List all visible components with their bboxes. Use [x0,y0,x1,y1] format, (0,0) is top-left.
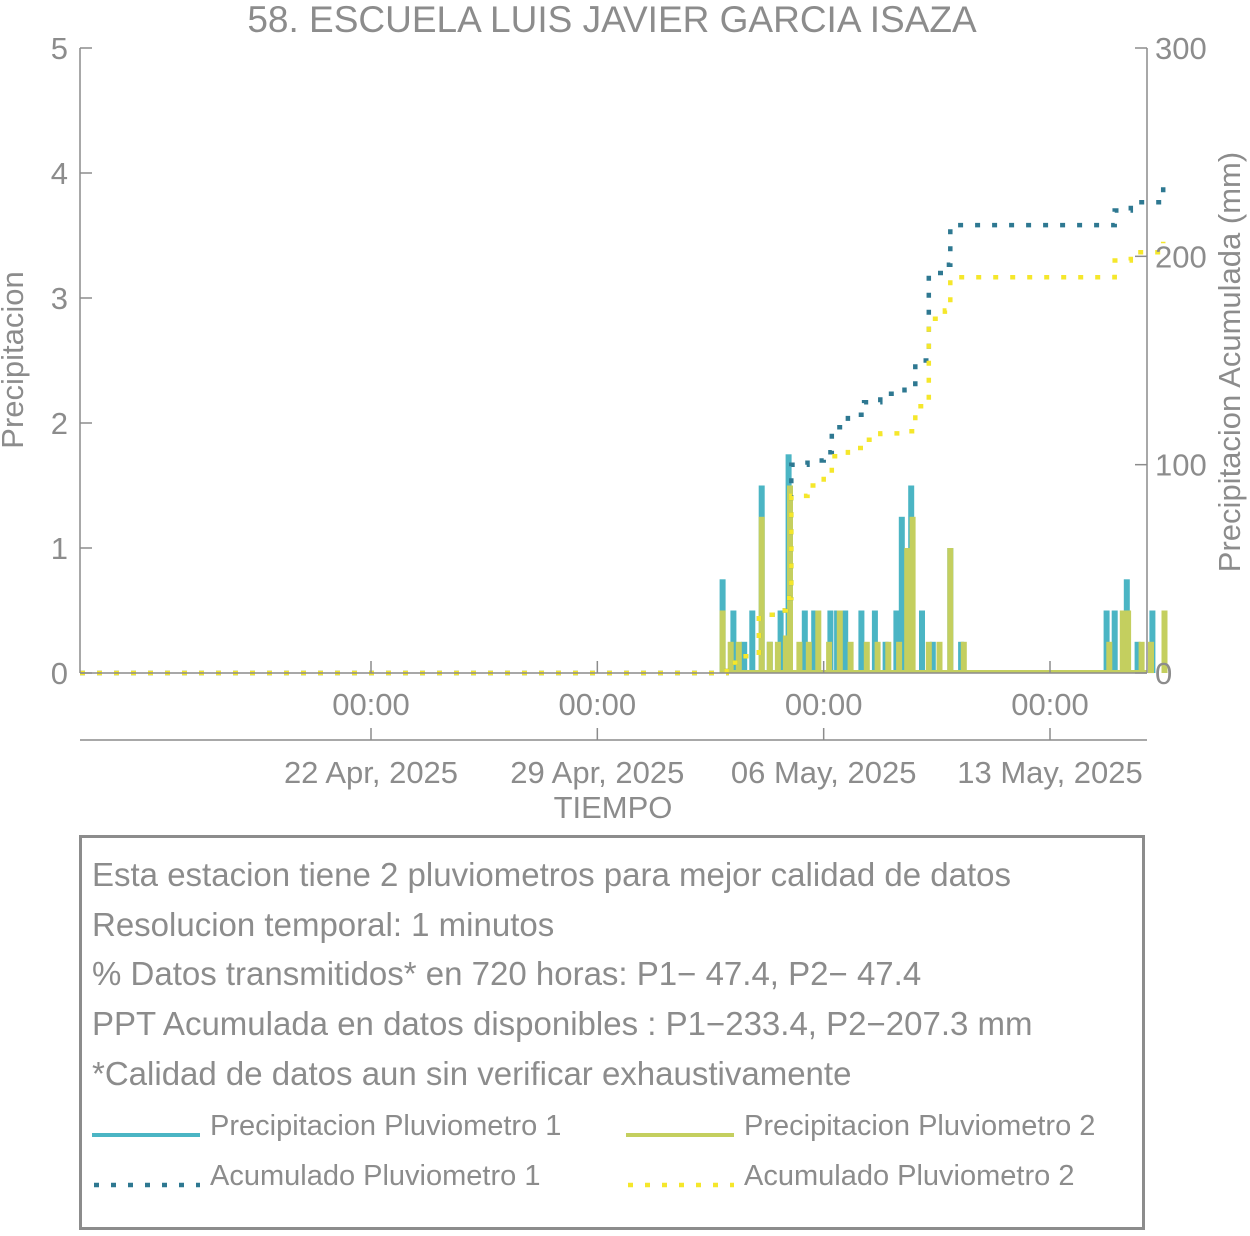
precip-bar-p2 [766,641,773,674]
x-axis-label: TIEMPO [554,790,673,825]
left-tick-label: 2 [51,406,68,441]
info-stations: Esta estacion tiene 2 pluviometros para … [92,856,1012,893]
precip-bar-p2 [925,641,932,674]
precipitation-chart: 58. ESCUELA LUIS JAVIER GARCIA ISAZA 0 1 2… [0,0,1247,825]
info-resolution: Resolucion temporal: 1 minutos [92,906,555,943]
precip-bar-p2 [896,641,903,674]
right-tick-label: 100 [1155,448,1207,483]
precip-bar-p1 [929,641,936,674]
right-tick-label: 300 [1155,31,1207,66]
cumulative-layer [80,185,1166,676]
precip-bar-p2 [1106,641,1113,674]
precip-bar-p1 [1111,610,1118,673]
legend-swatch-precip-p1 [92,1133,200,1137]
info-transmitted: % Datos transmitidos* en 720 horas: P1− … [92,955,922,992]
cumulative-line-p1 [80,185,1166,676]
right-tick-label: 0 [1155,656,1172,691]
x-tick-time-label: 00:00 [559,687,637,722]
precip-bar-p1 [842,610,849,673]
chart-title: 58. ESCUELA LUIS JAVIER GARCIA ISAZA [247,0,977,40]
info-quality-note: *Calidad de datos aun sin verificar exha… [92,1055,852,1092]
precip-bar-p1 [1149,610,1156,673]
precip-bar-p2 [947,548,954,673]
precip-bar-p1 [919,610,925,673]
left-tick-label: 1 [51,531,68,566]
x-tick-date-label: 13 May, 2025 [957,755,1143,790]
precip-bar-p2 [796,641,803,674]
precip-bar-p2 [805,641,812,674]
info-panel: Esta estacion tiene 2 pluviometros para … [79,835,1145,1230]
legend-label-cum-p1: Acumulado Pluviometro 1 [210,1160,541,1192]
precip-bar-p1 [777,610,784,673]
precip-bar-p2 [727,641,734,674]
precip-bar-p2 [904,548,911,673]
precip-bar-p1 [811,610,818,673]
precip-bar-p2 [874,641,881,674]
legend-label-precip-p1: Precipitacion Pluviometro 1 [210,1110,562,1142]
precip-bar-p1 [827,610,834,673]
legend-label-precip-p2: Precipitacion Pluviometro 2 [744,1110,1096,1142]
x-ticks: 00:00 22 Apr, 2025 00:00 29 Apr, 2025 00:00 0… [284,661,1143,790]
precip-bar-p2 [826,641,833,674]
legend-swatch-cum-p1 [94,1182,200,1188]
precip-bar-p2 [863,641,870,674]
right-tick-label: 200 [1155,239,1207,274]
precip-bar-p2 [782,635,789,673]
precip-bar-p2 [774,641,781,674]
left-tick-label: 0 [51,656,68,691]
left-tick-label: 5 [51,31,68,66]
precip-bar-p2 [936,641,943,674]
precip-bar-p1 [858,610,865,673]
x-tick-date-label: 22 Apr, 2025 [284,755,458,790]
legend-swatch-precip-p2 [626,1133,734,1137]
precip-bar-p1 [801,610,808,673]
precip-bar-p1 [871,610,878,673]
legend-swatch-cum-p2 [628,1182,734,1188]
right-ticks: 0 100 200 300 [1135,31,1207,691]
bar-layer [719,454,1168,674]
x-tick-time-label: 00:00 [1011,687,1089,722]
precip-bar-p2 [909,516,916,674]
x-tick-time-label: 00:00 [785,687,863,722]
left-tick-label: 4 [51,156,68,191]
precip-bar-p2 [1161,610,1168,673]
precip-bar-p2 [787,485,793,673]
precip-bar-p2 [719,610,726,673]
x-tick-time-label: 00:00 [332,687,410,722]
precip-bar-p2 [836,610,843,673]
precip-bar-p1 [749,610,756,673]
y-axis-label-right: Precipitacion Acumulada (mm) [1212,152,1247,572]
precip-bar-p1 [893,610,900,673]
precip-bar-p2 [960,641,967,674]
precip-bar-p2 [847,641,854,674]
cumulative-line-p2 [80,241,1166,676]
precip-bar-p2 [1125,610,1132,673]
legend-label-cum-p2: Acumulado Pluviometro 2 [744,1160,1075,1192]
precip-bar-p2 [885,641,892,674]
precip-bar-p2 [1138,641,1145,674]
precip-bar-p2 [758,516,765,674]
precip-bar-p2 [1148,641,1154,674]
info-accumulated: PPT Acumulada en datos disponibles : P1−… [92,1005,1033,1042]
precip-bar-p1 [1103,610,1110,673]
x-tick-date-label: 29 Apr, 2025 [510,755,684,790]
precip-bar-p1 [898,516,905,674]
precip-bar-p2 [735,641,742,674]
precip-bar-p2 [1119,610,1126,673]
left-ticks: 0 1 2 3 4 5 [51,31,92,691]
precip-bar-p1 [1134,641,1141,674]
y-axis-label-left: Precipitacion [0,271,30,448]
precip-bar-p2 [815,610,822,673]
precip-bar-p1 [730,610,737,673]
x-tick-date-label: 06 May, 2025 [731,755,917,790]
left-tick-label: 3 [51,281,68,316]
